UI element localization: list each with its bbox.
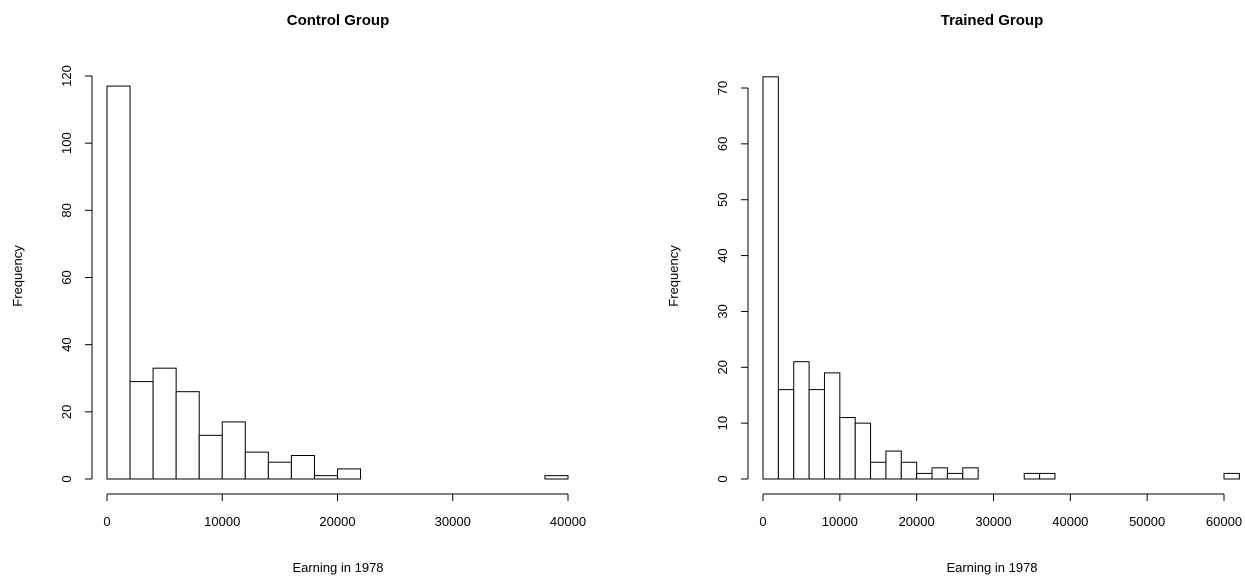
y-axis-label: Frequency [10,245,25,307]
y-tick-label: 10 [715,416,730,430]
histogram-bar [870,461,887,480]
trained-group-panel: Trained Group Earning in 1978 Frequency … [666,12,1242,575]
x-tick-label: 20000 [319,514,355,529]
y-tick-label: 80 [59,203,74,217]
histogram-bar [762,76,779,480]
y-tick-label: 50 [715,192,730,206]
x-tick-label: 60000 [1206,514,1242,529]
histogram-bar [962,467,979,480]
histogram-bar [106,85,131,480]
histogram-bar [946,472,964,480]
histogram-bar [152,367,177,480]
histogram-bar [1023,472,1041,480]
bars [762,76,1240,480]
y-tick-label: 60 [715,137,730,151]
histogram-bar [916,472,933,480]
y-tick-label: 40 [59,337,74,351]
histogram-bar [808,389,825,480]
y-tick-label: 20 [715,360,730,374]
histogram-bar [313,475,339,480]
x-tick-label: 0 [759,514,766,529]
histogram-bar [198,434,223,480]
histogram-bar [175,391,200,480]
y-tick-label: 120 [59,65,74,87]
y-axis-label: Frequency [666,245,681,307]
y-axis: 0 10 20 30 40 50 60 70 [715,81,749,483]
y-tick-label: 70 [715,81,730,95]
x-axis: 0 10000 20000 30000 40000 [103,493,586,529]
y-tick-label: 20 [59,405,74,419]
x-tick-label: 20000 [899,514,935,529]
chart-title: Trained Group [941,12,1044,29]
y-tick-label: 30 [715,304,730,318]
x-axis: 0 10000 20000 30000 40000 50000 60000 [759,493,1242,529]
x-axis-label: Earning in 1978 [292,560,383,575]
y-tick-label: 0 [715,475,730,482]
histogram-bar [854,422,872,480]
histogram-bar [777,389,795,480]
y-tick-label: 60 [59,270,74,284]
histogram-bar [793,361,810,480]
histogram-bar [267,461,292,480]
x-tick-label: 30000 [435,514,471,529]
y-axis: 0 20 40 60 80 100 120 [59,65,93,483]
y-tick-label: 0 [59,475,74,482]
x-tick-label: 10000 [204,514,240,529]
histogram-bar [221,421,246,480]
histogram-bar [1039,472,1056,480]
histogram-bar [129,381,154,480]
histogram-bar [1223,472,1240,480]
histogram-bar [290,454,315,480]
chart-title: Control Group [287,12,389,29]
x-tick-label: 0 [103,514,110,529]
bars [106,85,569,480]
histogram-bar [337,468,362,480]
x-tick-label: 50000 [1129,514,1165,529]
control-group-panel: Control Group Earning in 1978 Frequency … [10,12,586,575]
x-tick-label: 40000 [550,514,586,529]
x-tick-label: 30000 [975,514,1011,529]
y-tick-label: 100 [59,132,74,154]
histogram-bar [244,451,269,480]
y-tick-label: 40 [715,248,730,262]
histogram-bar [839,417,856,480]
x-tick-label: 40000 [1052,514,1088,529]
histogram-bar [885,450,902,480]
histogram-bar [823,372,841,480]
histogram-bar [544,475,569,480]
histogram-bar [931,467,948,480]
histogram-bar [900,461,918,480]
x-tick-label: 10000 [822,514,858,529]
x-axis-label: Earning in 1978 [946,560,1037,575]
